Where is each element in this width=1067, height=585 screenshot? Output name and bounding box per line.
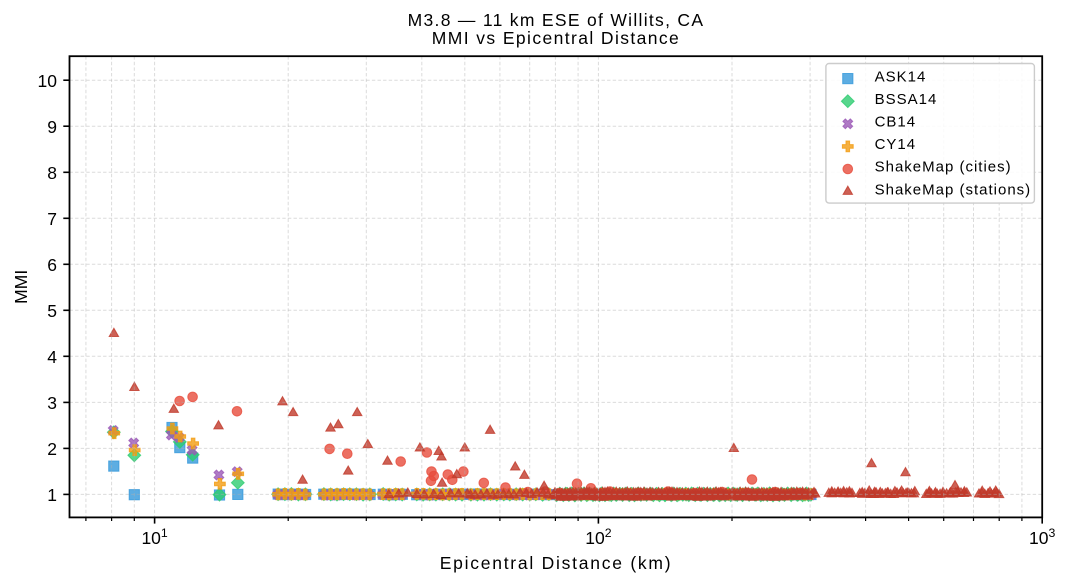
svg-text:2: 2 <box>47 439 57 459</box>
svg-text:10: 10 <box>38 71 58 91</box>
svg-text:Epicentral Distance (km): Epicentral Distance (km) <box>440 553 673 573</box>
svg-text:3: 3 <box>47 393 57 413</box>
svg-text:MMI vs Epicentral Distance: MMI vs Epicentral Distance <box>432 28 680 48</box>
svg-text:ASK14: ASK14 <box>875 68 927 85</box>
svg-text:CB14: CB14 <box>875 114 917 131</box>
svg-text:ShakeMap (cities): ShakeMap (cities) <box>875 159 1012 176</box>
svg-text:MMI: MMI <box>11 270 31 304</box>
svg-text:CY14: CY14 <box>875 136 917 153</box>
svg-text:ShakeMap (stations): ShakeMap (stations) <box>875 181 1032 198</box>
svg-text:6: 6 <box>47 255 57 275</box>
svg-text:9: 9 <box>47 117 57 137</box>
svg-text:BSSA14: BSSA14 <box>875 91 938 108</box>
svg-text:4: 4 <box>47 347 57 367</box>
svg-text:7: 7 <box>47 209 57 229</box>
svg-text:M3.8 — 11 km ESE of Willits, C: M3.8 — 11 km ESE of Willits, CA <box>408 10 705 30</box>
svg-text:1: 1 <box>47 485 57 505</box>
svg-text:5: 5 <box>47 301 57 321</box>
svg-text:8: 8 <box>47 163 57 183</box>
